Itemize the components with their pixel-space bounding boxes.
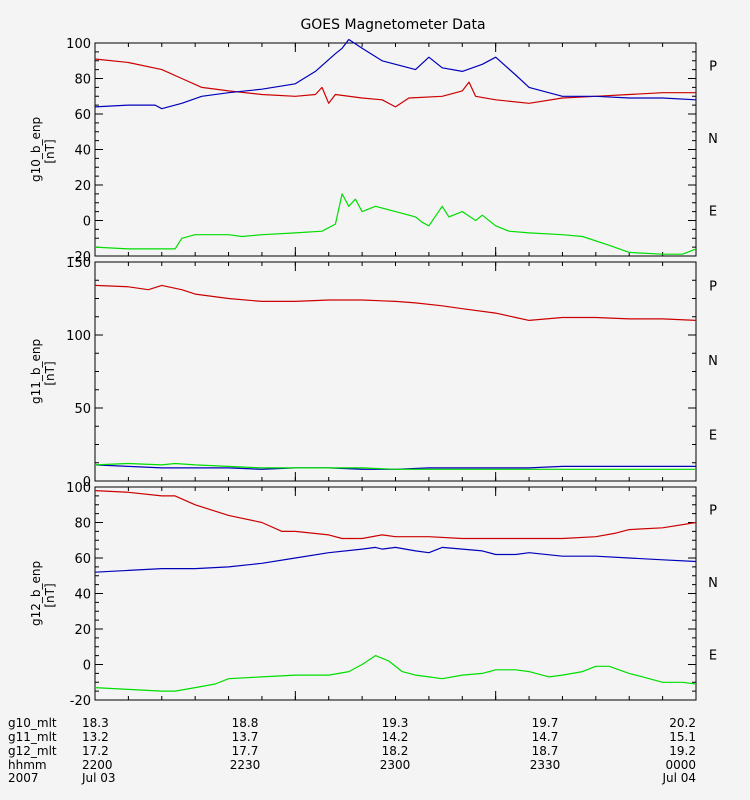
y-axis-label: g11_b_enp <box>29 339 43 404</box>
y-tick-label: 40 <box>74 588 91 603</box>
y-tick-label: 20 <box>74 179 91 194</box>
y-axis-label: g10_b_enp <box>29 117 43 182</box>
footer-cell: 2230 <box>230 758 261 772</box>
footer-row-label: g12_mlt <box>8 744 57 758</box>
side-label-N: N <box>708 354 718 369</box>
footer-row-label: g11_mlt <box>8 730 57 744</box>
side-label-E: E <box>709 428 717 443</box>
footer-cell: 20.2 <box>669 716 696 730</box>
footer-cell: 13.7 <box>232 730 259 744</box>
footer-row-label: hhmm <box>8 758 47 772</box>
footer-cell: 17.7 <box>232 744 259 758</box>
series-line-E <box>94 464 696 470</box>
y-axis-unit: [nT] <box>43 361 57 385</box>
footer-cell: 17.2 <box>82 744 109 758</box>
panel-2: 0 50 100 150 g11_b_enp [nT] P N E <box>29 256 718 490</box>
side-label-P: P <box>709 60 717 75</box>
y-tick-label: 50 <box>74 402 91 417</box>
footer-cell: 0000 <box>665 758 696 772</box>
y-axis-unit: [nT] <box>43 583 57 607</box>
series-line-P <box>94 58 696 108</box>
footer-cell: 19.3 <box>382 716 409 730</box>
y-tick-label: -20 <box>70 694 91 709</box>
y-tick-label: 60 <box>74 108 91 123</box>
series-line-P <box>94 490 697 540</box>
side-label-N: N <box>708 576 718 591</box>
footer-cell: 18.3 <box>82 716 109 730</box>
panel-1: -20 0 20 40 60 80 100 g10_b_enp [nT] P N E <box>29 37 718 265</box>
series-line-P <box>94 284 697 321</box>
series-line-E <box>94 546 697 573</box>
plot-frame <box>94 261 697 482</box>
panel-3: -20 0 20 40 60 80 100 g12_b_enp [nT] P N E <box>29 481 718 709</box>
series-line-N <box>94 655 697 692</box>
side-label-E: E <box>709 649 717 664</box>
plot-frame <box>94 486 697 701</box>
y-axis-unit: [nT] <box>43 139 57 163</box>
y-tick-label: 0 <box>83 475 91 490</box>
y-tick-label: 100 <box>66 37 91 52</box>
y-tick-label: 20 <box>74 623 91 638</box>
footer-cell: 2330 <box>530 758 561 772</box>
series-line-E <box>94 38 697 110</box>
footer-cell: 18.2 <box>382 744 409 758</box>
series-line-N <box>94 193 697 255</box>
footer-cell: 18.7 <box>532 744 559 758</box>
footer-cell: 15.1 <box>669 730 696 744</box>
footer-cell: 2200 <box>82 758 113 772</box>
y-tick-label: 40 <box>74 144 91 159</box>
y-tick-label: 60 <box>74 552 91 567</box>
footer-cell: 19.7 <box>532 716 559 730</box>
footer-cell: 14.7 <box>532 730 559 744</box>
y-tick-label: 80 <box>74 73 91 88</box>
y-tick-label: 80 <box>74 517 91 532</box>
y-tick-label: 0 <box>83 659 91 674</box>
footer-cell: 18.8 <box>232 716 259 730</box>
footer-cell: 13.2 <box>82 730 109 744</box>
y-tick-label: 100 <box>66 329 91 344</box>
footer-cell: 19.2 <box>669 744 696 758</box>
footer-cell: Jul 03 <box>81 771 116 785</box>
y-tick-label: 100 <box>66 481 91 496</box>
y-tick-label: -20 <box>70 250 91 265</box>
footer-row-label: 2007 <box>8 771 39 785</box>
side-label-N: N <box>708 132 718 147</box>
footer-table: g10_mltg11_mltg12_mlthhmm200718.313.217.… <box>8 716 696 785</box>
footer-row-label: g10_mlt <box>8 716 57 730</box>
series-line-N <box>94 462 696 470</box>
plot-frame <box>94 42 697 257</box>
side-label-P: P <box>709 504 717 519</box>
y-tick-label: 150 <box>66 256 91 271</box>
y-tick-label: 0 <box>83 215 91 230</box>
footer-cell: 2300 <box>380 758 411 772</box>
footer-cell: Jul 04 <box>661 771 696 785</box>
side-label-P: P <box>709 279 717 294</box>
side-label-E: E <box>709 205 717 220</box>
chart-title: GOES Magnetometer Data <box>300 17 485 33</box>
y-axis-label: g12_b_enp <box>29 561 43 626</box>
footer-cell: 14.2 <box>382 730 409 744</box>
